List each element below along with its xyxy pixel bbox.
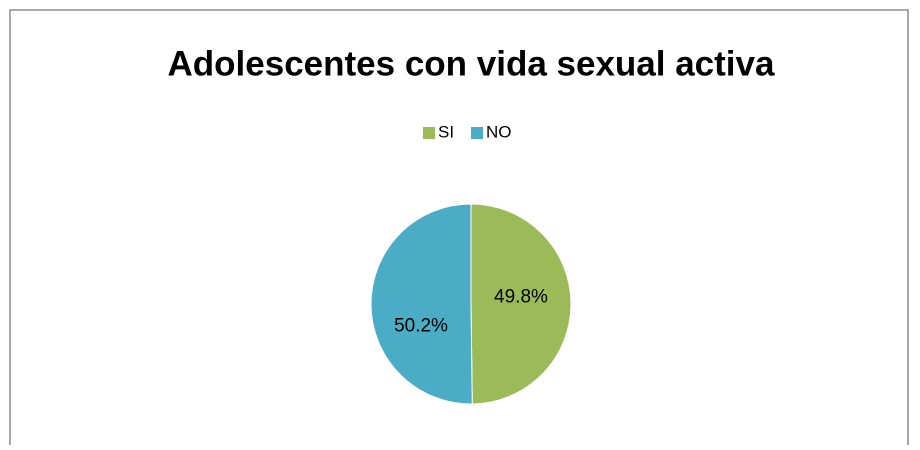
- chart-border: [9, 9, 909, 445]
- data-label: 50.2%: [394, 315, 448, 336]
- pie-slice: [370, 203, 473, 405]
- legend-label: SI: [438, 122, 454, 141]
- data-label: 49.8%: [494, 287, 548, 308]
- pie-slice: [470, 203, 572, 405]
- chart-title: Adolescentes con vida sexual activa: [168, 44, 775, 83]
- legend-swatch: [423, 127, 435, 139]
- legend-label: NO: [486, 122, 512, 141]
- legend-swatch: [471, 127, 483, 139]
